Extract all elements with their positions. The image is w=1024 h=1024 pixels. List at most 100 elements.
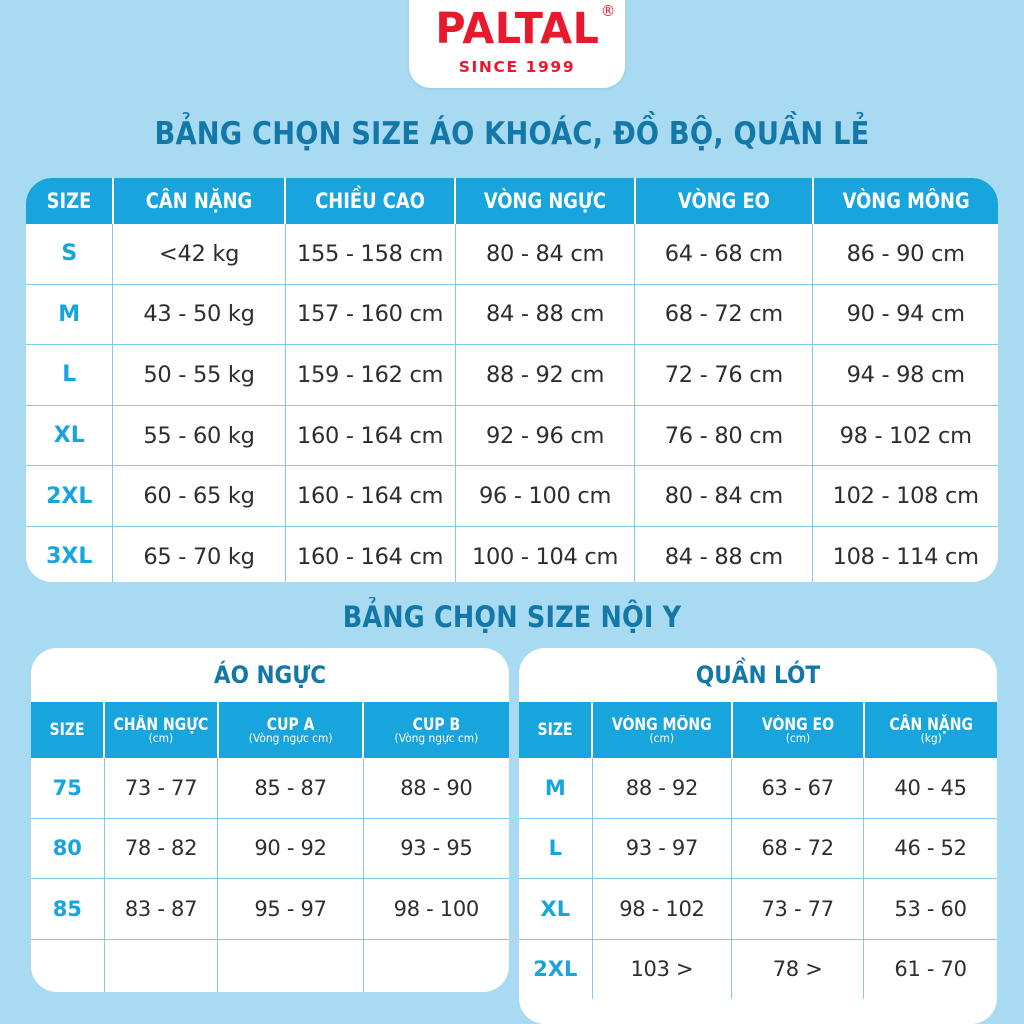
cell-hip: 93 - 97 (592, 818, 733, 879)
cell-bust: 100 - 104 cm (455, 526, 636, 582)
cell-waist: 84 - 88 cm (634, 526, 814, 582)
panty-table-body: M 88 - 92 63 - 67 40 - 45 L 93 - 97 68 - 72 46… (519, 758, 997, 999)
cell-weight: 40 - 45 (863, 758, 997, 819)
outerwear-size-table: SIZE CÂN NẶNG CHIỀU CAO VÒNG NGỰC VÒNG E… (26, 178, 998, 582)
table-header-row: SIZE CÂN NẶNG CHIỀU CAO VÒNG NGỰC VÒNG E… (26, 178, 998, 224)
cell-weight: 61 - 70 (894, 957, 967, 982)
underwear-section-title: BẢNG CHỌN SIZE NỘI Y (342, 600, 682, 634)
table-header-row: SIZE VÒNG MÔNG (cm) VÒNG EO (cm) CÂN NẶNG(… (519, 702, 997, 758)
cell-waist: 78 > (731, 939, 865, 999)
cell-weight: <42 kg (112, 224, 286, 285)
outerwear-section-title: BẢNG CHỌN SIZE ÁO KHOÁC, ĐỒ BỘ, QUẦN LẺ (154, 116, 870, 152)
cell-size: L (519, 818, 593, 879)
cell-weight: 46 - 52 (863, 818, 997, 879)
cell-waist: 68 - 72 (731, 818, 865, 879)
cell-size: 75 (31, 758, 105, 819)
table-row: S <42 kg 155 - 158 cm 80 - 84 cm 64 - 68 cm 8… (26, 224, 998, 285)
cell-hip: 98 - 102 (592, 878, 733, 940)
cell-height: 159 - 162 cm (285, 344, 456, 406)
cell-bust: 92 - 96 cm (455, 405, 636, 467)
table-row: XL 98 - 102 73 - 77 53 - 60 (519, 878, 997, 940)
cell-underbust: 73 - 77 (104, 758, 219, 819)
table-row: 2XL 103 >78 > 61 - 70 (519, 939, 997, 999)
cell-waist: 68 - 72 cm (634, 284, 814, 346)
cell-size (31, 939, 105, 992)
table-row: 85 83 - 87 95 - 97 98 - 100 (31, 878, 509, 940)
cell-hip: 94 - 98 cm (812, 344, 998, 406)
cell-cup-b (363, 939, 509, 992)
brand-name: PALTAL (435, 4, 599, 54)
cell-bust: 80 - 84 cm (455, 224, 636, 285)
cell-height: 160 - 164 cm (285, 465, 456, 527)
cell-weight: 55 - 60 kg (112, 405, 286, 467)
column-header-waist: VÒNG EO (cm) (731, 702, 865, 758)
cell-size: 2XL (26, 465, 114, 527)
column-header-hip: VÒNG MÔNG (cm) (592, 702, 733, 758)
table-row: M 88 - 92 63 - 67 40 - 45 (519, 758, 997, 819)
brand-tagline: SINCE 1999 (458, 58, 576, 76)
cell-size: S (26, 224, 114, 285)
cell-cup-b: 88 - 90 (363, 758, 509, 819)
cell-size: 2XL (519, 939, 593, 999)
cell-hip: 103 > (592, 939, 733, 999)
bra-size-table: ÁO NGỰC SIZE CHÂN NGỰC (cm) CUP A (Vòng ng… (31, 648, 509, 992)
column-header-cup-a: CUP A (Vòng ngực cm) (217, 702, 365, 758)
cell-cup-b: 93 - 95 (363, 818, 509, 879)
cell-cup-a (217, 939, 364, 992)
cell-cup-a: 90 - 92 (217, 818, 364, 879)
cell-underbust: 83 - 87 (104, 878, 219, 940)
table-row: 2XL 60 - 65 kg 160 - 164 cm 96 - 100 cm 80 -… (26, 465, 998, 527)
cell-cup-a: 95 - 97 (217, 878, 364, 940)
cell-hip: 90 - 94 cm (812, 284, 998, 346)
cell-bust: 96 - 100 cm (455, 465, 636, 527)
cell-underbust (104, 939, 219, 992)
cell-cup-b: 98 - 100 (363, 878, 509, 940)
cell-waist: 64 - 68 cm (634, 224, 814, 285)
cell-weight: 43 - 50 kg (112, 284, 286, 346)
cell-height: 157 - 160 cm (285, 284, 456, 346)
cell-waist: 72 - 76 cm (634, 344, 814, 406)
table-row: M 43 - 50 kg 157 - 160 cm 84 - 88 cm 68 - 72… (26, 284, 998, 346)
cell-hip: 88 - 92 (592, 758, 733, 819)
cell-size: XL (519, 878, 593, 940)
table-row: XL 55 - 60 kg 160 - 164 cm 92 - 96 cm 76 - 8… (26, 405, 998, 467)
table-row: L 50 - 55 kg 159 - 162 cm 88 - 92 cm 72 - 76… (26, 344, 998, 406)
cell-bust: 88 - 92 cm (455, 344, 636, 406)
registered-trademark-icon: ® (600, 2, 616, 20)
column-header-underbust: CHÂN NGỰC (cm) (104, 702, 219, 758)
cell-underbust: 78 - 82 (104, 818, 219, 879)
column-header-height: CHIỀU CAO (285, 178, 457, 224)
bra-table-caption: ÁO NGỰC (54, 648, 486, 702)
cell-hip: 98 - 102 cm (812, 405, 998, 467)
table-header-row: SIZE CHÂN NGỰC (cm) CUP A (Vòng ngực cm) C… (31, 702, 509, 758)
table-row: 3XL 65 - 70 kg 160 - 164 cm 100 - 104 cm 84 … (26, 526, 998, 582)
cell-waist: 80 - 84 cm (634, 465, 814, 527)
cell-hip: 102 - 108 cm (812, 465, 998, 527)
cell-height: 160 - 164 cm (285, 526, 456, 582)
cell-weight: 65 - 70 kg (112, 526, 286, 582)
cell-hip: 86 - 90 cm (812, 224, 998, 285)
table-row: L 93 - 97 68 - 72 46 - 52 (519, 818, 997, 879)
cell-bust: 84 - 88 cm (455, 284, 636, 346)
cell-size: M (519, 758, 593, 819)
panty-table-caption: QUẦN LÓT (542, 648, 974, 702)
column-header-size: SIZE (26, 178, 114, 224)
column-header-hip: VÒNG MÔNG (812, 178, 998, 224)
cell-weight: 60 - 65 kg (112, 465, 286, 527)
cell-weight: 53 - 60 (863, 878, 997, 940)
table-row: 80 78 - 82 90 - 92 93 - 95 (31, 818, 509, 879)
cell-waist: 76 - 80 cm (634, 405, 814, 467)
column-header-weight: CÂN NẶNG (112, 178, 287, 224)
cell-height: 155 - 158 cm (285, 224, 456, 285)
column-header-waist: VÒNG EO (634, 178, 814, 224)
brand-logo-badge: PALTAL ® SINCE 1999 (409, 0, 625, 88)
column-header-size: SIZE (31, 702, 106, 758)
outerwear-table-body: S <42 kg 155 - 158 cm 80 - 84 cm 64 - 68 cm 8… (26, 224, 998, 582)
cell-size: L (26, 344, 114, 406)
column-header-bust: VÒNG NGỰC (455, 178, 636, 224)
cell-waist: 63 - 67 (731, 758, 865, 819)
cell-size: XL (26, 405, 114, 467)
cell-size: 85 (31, 878, 105, 940)
cell-size: 80 (31, 818, 105, 879)
column-header-size: SIZE (519, 702, 594, 758)
